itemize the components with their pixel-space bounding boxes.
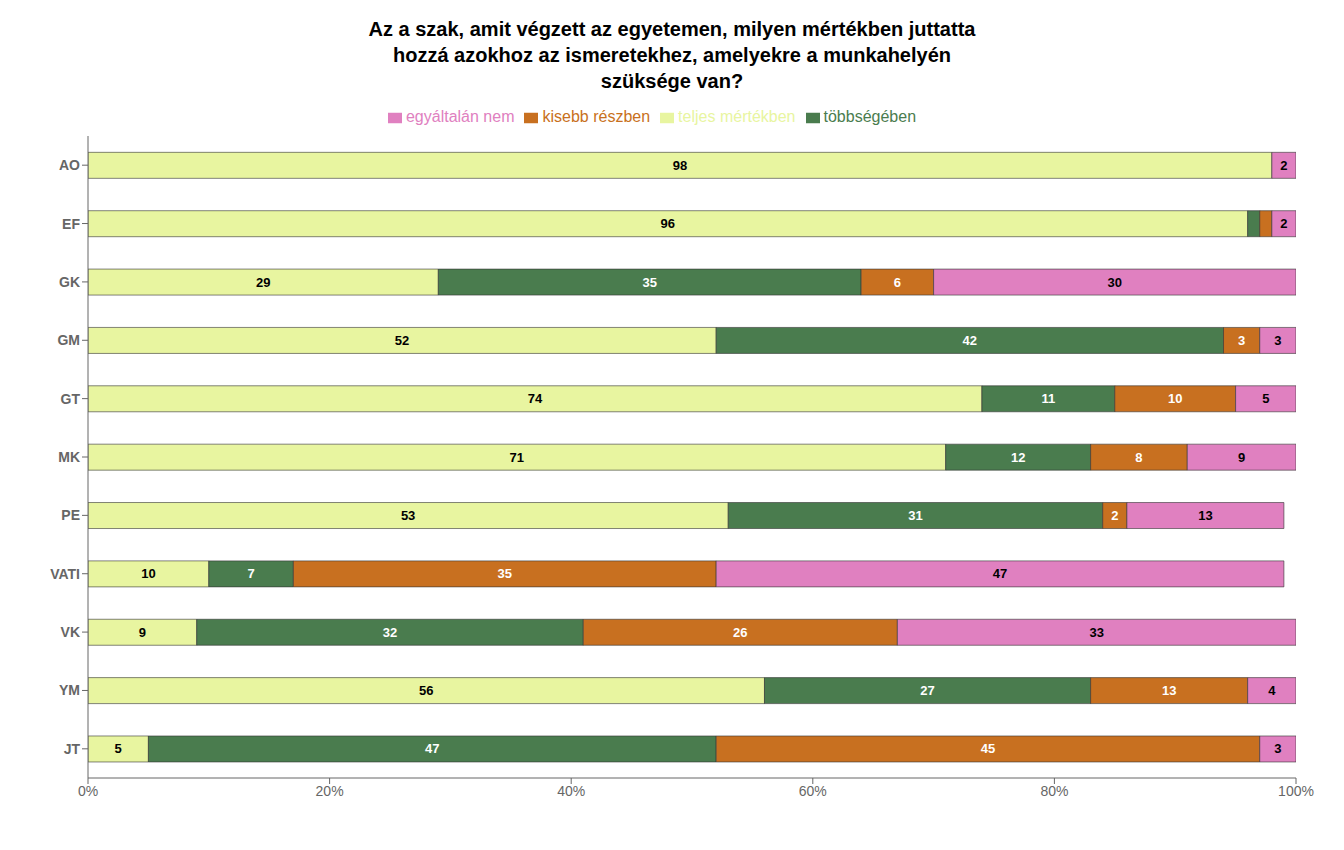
- svg-text:EF: EF: [62, 216, 80, 232]
- html-text:teljes mértékben: teljes mértékben: [678, 108, 796, 125]
- svg-text:6: 6: [894, 275, 901, 290]
- svg-text:GK: GK: [59, 274, 80, 290]
- svg-text:52: 52: [395, 333, 409, 348]
- svg-text:MK: MK: [58, 449, 80, 465]
- svg-text:2: 2: [1280, 158, 1287, 173]
- svg-text:8: 8: [1135, 450, 1142, 465]
- svg-text:9: 9: [1238, 450, 1245, 465]
- svg-text:VK: VK: [61, 624, 80, 640]
- svg-text:AO: AO: [59, 157, 80, 173]
- svg-text:47: 47: [425, 741, 439, 756]
- svg-text:26: 26: [733, 625, 747, 640]
- svg-text:32: 32: [383, 625, 397, 640]
- svg-text:74: 74: [528, 391, 543, 406]
- svg-text:35: 35: [642, 275, 656, 290]
- svg-text:4: 4: [1268, 683, 1276, 698]
- svg-text:10: 10: [1168, 391, 1182, 406]
- svg-text:35: 35: [498, 566, 512, 581]
- svg-text:33: 33: [1089, 625, 1103, 640]
- svg-text:31: 31: [908, 508, 922, 523]
- svg-text:3: 3: [1238, 333, 1245, 348]
- svg-text:53: 53: [401, 508, 415, 523]
- html-text:kisebb részben: kisebb részben: [542, 108, 651, 125]
- svg-text:47: 47: [993, 566, 1007, 581]
- svg-text:13: 13: [1198, 508, 1212, 523]
- svg-text:2: 2: [1280, 216, 1287, 231]
- svg-text:80%: 80%: [1040, 783, 1068, 799]
- svg-text:5: 5: [115, 741, 122, 756]
- svg-text:40%: 40%: [557, 783, 585, 799]
- svg-text:GM: GM: [57, 332, 80, 348]
- svg-text:13: 13: [1162, 683, 1176, 698]
- svg-text:3: 3: [1274, 333, 1281, 348]
- svg-text:96: 96: [661, 216, 675, 231]
- svg-text:YM: YM: [59, 682, 80, 698]
- svg-text:11: 11: [1041, 391, 1055, 406]
- svg-text:JT: JT: [64, 741, 81, 757]
- svg-text:27: 27: [920, 683, 934, 698]
- svg-text:5: 5: [1262, 391, 1269, 406]
- svg-text:45: 45: [981, 741, 995, 756]
- svg-text:71: 71: [510, 450, 524, 465]
- svg-text:98: 98: [673, 158, 687, 173]
- svg-text:100%: 100%: [1278, 783, 1314, 799]
- svg-text:0%: 0%: [78, 783, 98, 799]
- html-text:Az a szak, amit végzett az egy: Az a szak, amit végzett az egyetemen, mi…: [368, 18, 976, 92]
- svg-text:56: 56: [419, 683, 433, 698]
- svg-text:10: 10: [141, 566, 155, 581]
- svg-text:42: 42: [963, 333, 977, 348]
- svg-text:60%: 60%: [799, 783, 827, 799]
- svg-text:3: 3: [1274, 741, 1281, 756]
- html-text:többségében: többségében: [823, 108, 916, 125]
- html-text:egyáltalán nem: egyáltalán nem: [406, 108, 515, 125]
- svg-text:GT: GT: [61, 391, 81, 407]
- svg-text:2: 2: [1111, 508, 1118, 523]
- svg-text:VATI: VATI: [50, 566, 80, 582]
- svg-text:9: 9: [139, 625, 146, 640]
- svg-text:7: 7: [247, 566, 254, 581]
- svg-text:29: 29: [256, 275, 270, 290]
- svg-text:30: 30: [1108, 275, 1122, 290]
- svg-text:20%: 20%: [316, 783, 344, 799]
- svg-text:PE: PE: [61, 507, 80, 523]
- svg-text:12: 12: [1011, 450, 1025, 465]
